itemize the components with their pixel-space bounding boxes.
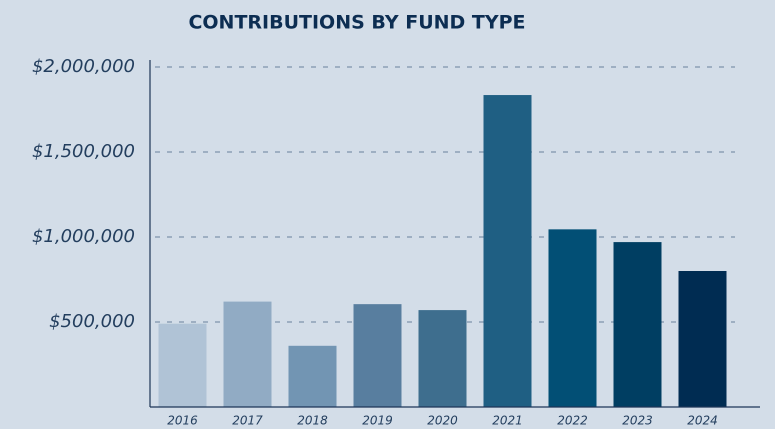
x-tick-label: 2021 <box>492 414 523 428</box>
bar <box>223 301 272 407</box>
x-tick-label: 2024 <box>687 414 718 428</box>
x-tick-label: 2022 <box>557 414 588 428</box>
bar <box>158 323 207 407</box>
bar <box>288 345 337 407</box>
x-tick-label: 2016 <box>167 414 198 428</box>
x-tick-label: 2023 <box>622 414 653 428</box>
y-tick-label: $1,500,000 <box>32 141 135 162</box>
y-tick-label: $1,000,000 <box>32 226 135 247</box>
bar <box>613 242 662 407</box>
bar <box>678 271 727 407</box>
chart-title: CONTRIBUTIONS BY FUND TYPE <box>188 12 525 34</box>
y-tick-label: $2,000,000 <box>32 56 135 77</box>
bar <box>483 95 532 408</box>
bar <box>418 310 467 407</box>
y-tick-label: $500,000 <box>49 311 135 332</box>
bar <box>353 304 402 407</box>
x-tick-label: 2019 <box>362 414 393 428</box>
x-tick-label: 2017 <box>232 414 263 428</box>
x-tick-label: 2018 <box>297 414 328 428</box>
bar <box>548 229 597 407</box>
x-tick-label: 2020 <box>427 414 458 428</box>
